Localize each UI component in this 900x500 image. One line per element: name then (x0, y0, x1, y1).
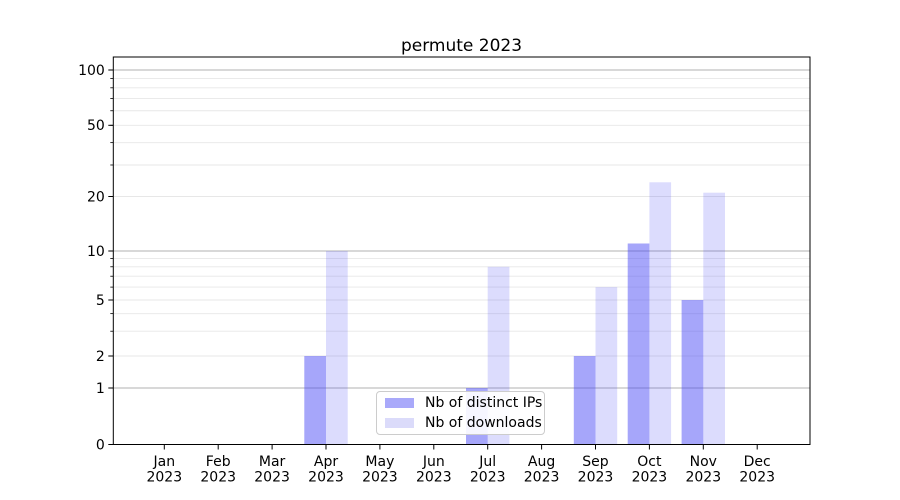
legend-label-downloads: Nb of downloads (425, 414, 542, 431)
x-tick-label-month: Aug (528, 454, 555, 470)
x-tick-label-month: Oct (637, 454, 662, 470)
x-tick-label-year: 2023 (739, 470, 775, 486)
x-tick-label-year: 2023 (416, 470, 452, 486)
y-tick-label: 50 (87, 118, 105, 134)
x-tick-label-month: May (365, 454, 394, 470)
x-tick-label-year: 2023 (470, 470, 506, 486)
bar-downloads-apr (326, 251, 348, 445)
x-tick-label-month: Nov (690, 454, 717, 470)
x-tick-label-year: 2023 (308, 470, 344, 486)
legend-row-distinct-ips: Nb of distinct IPs (385, 395, 544, 412)
x-tick-label-year: 2023 (146, 470, 182, 486)
bar-distinct-ips-oct (627, 243, 650, 445)
x-tick-label-month: Jul (478, 454, 496, 470)
x-tick-label-year: 2023 (685, 470, 721, 486)
x-tick-label-year: 2023 (524, 470, 560, 486)
bar-distinct-ips-sep (573, 356, 596, 445)
y-tick-label: 0 (96, 437, 105, 453)
legend-row-downloads: Nb of downloads (385, 415, 544, 432)
x-tick-label-year: 2023 (200, 470, 236, 486)
y-tick-label: 1 (96, 381, 105, 397)
y-tick-label: 10 (87, 244, 105, 260)
x-tick-label-month: Dec (744, 454, 771, 470)
x-tick-label-month: Feb (206, 454, 231, 470)
x-tick-label-month: Jun (422, 454, 445, 470)
y-tick-label: 5 (96, 293, 105, 309)
legend-label-distinct-ips: Nb of distinct IPs (425, 395, 543, 412)
x-tick-label-month: Mar (259, 454, 286, 470)
x-tick-label-year: 2023 (578, 470, 614, 486)
bar-distinct-ips-nov (681, 300, 704, 445)
x-tick-label-month: Sep (582, 454, 609, 470)
x-tick-label-year: 2023 (254, 470, 290, 486)
legend-swatch-downloads-icon (385, 417, 414, 428)
x-tick-label-year: 2023 (632, 470, 668, 486)
bar-distinct-ips-apr (304, 356, 326, 445)
bar-downloads-nov (703, 192, 725, 445)
bar-downloads-oct (649, 182, 672, 445)
legend-swatch-distinct-ips-icon (385, 398, 414, 409)
y-tick-label: 2 (96, 349, 105, 365)
bar-downloads-sep (595, 287, 618, 445)
x-tick-label-month: Jan (153, 454, 176, 470)
chart-title: permute 2023 (400, 36, 523, 56)
x-tick-label-year: 2023 (362, 470, 398, 486)
y-tick-label: 100 (78, 63, 105, 79)
legend: Nb of distinct IPs Nb of downloads (376, 391, 545, 435)
x-tick-label-month: Apr (314, 454, 338, 470)
y-tick-label: 20 (87, 189, 105, 205)
